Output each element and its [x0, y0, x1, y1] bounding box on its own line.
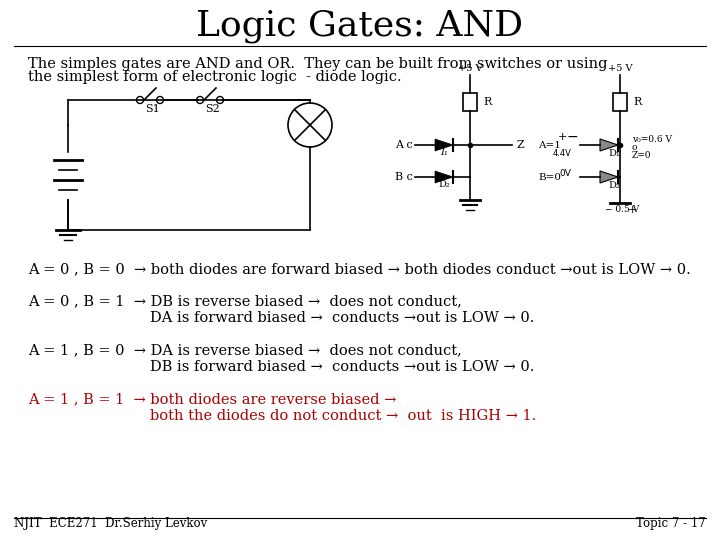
Text: D₂: D₂: [608, 181, 620, 190]
Text: A = 1 , B = 0  → DA is reverse biased →  does not conduct,: A = 1 , B = 0 → DA is reverse biased → d…: [28, 343, 462, 357]
Text: Topic 7 - 17: Topic 7 - 17: [636, 517, 706, 530]
Text: A c: A c: [395, 140, 413, 150]
Text: +: +: [557, 132, 567, 142]
Text: A = 0 , B = 1  → DB is reverse biased →  does not conduct,: A = 0 , B = 1 → DB is reverse biased → d…: [28, 294, 462, 308]
Text: o: o: [632, 143, 637, 152]
Text: A = 0 , B = 0  → both diodes are forward biased → both diodes conduct →out is LO: A = 0 , B = 0 → both diodes are forward …: [28, 262, 690, 276]
Text: B c: B c: [395, 172, 413, 182]
Polygon shape: [435, 139, 453, 151]
Text: Logic Gates: AND: Logic Gates: AND: [197, 9, 523, 43]
Text: 0V: 0V: [559, 168, 571, 178]
Text: +5 V: +5 V: [458, 64, 482, 73]
Text: S2: S2: [206, 104, 220, 114]
Polygon shape: [435, 171, 453, 183]
Polygon shape: [600, 171, 618, 183]
Text: the simplest form of electronic logic  - diode logic.: the simplest form of electronic logic - …: [28, 70, 402, 84]
Text: both the diodes do not conduct →  out  is HIGH → 1.: both the diodes do not conduct → out is …: [150, 409, 536, 423]
Text: −: −: [566, 130, 578, 144]
Bar: [613, 93, 627, 111]
Text: R: R: [633, 97, 642, 107]
Text: D₂: D₂: [438, 180, 450, 189]
Text: +5 V: +5 V: [608, 64, 632, 73]
Text: D₁: D₁: [608, 149, 620, 158]
Text: DA is forward biased →  conducts →out is LOW → 0.: DA is forward biased → conducts →out is …: [150, 311, 534, 325]
Text: R: R: [483, 97, 491, 107]
Text: A = 1 , B = 1  → both diodes are reverse biased →: A = 1 , B = 1 → both diodes are reverse …: [28, 392, 397, 406]
Text: v₀=0.6 V: v₀=0.6 V: [632, 134, 672, 144]
Polygon shape: [600, 139, 618, 151]
Text: Z=0: Z=0: [632, 151, 652, 159]
Text: 4.4V: 4.4V: [552, 148, 572, 158]
Text: NJIT  ECE271  Dr.Serhiy Levkov: NJIT ECE271 Dr.Serhiy Levkov: [14, 517, 207, 530]
Text: +: +: [628, 205, 637, 215]
Bar: [463, 93, 477, 111]
Text: Z: Z: [517, 140, 525, 150]
Text: B=0: B=0: [538, 172, 561, 181]
Text: A=1: A=1: [538, 140, 561, 150]
Text: S1: S1: [145, 104, 161, 114]
Text: The simples gates are AND and OR.  They can be built from switches or using: The simples gates are AND and OR. They c…: [28, 57, 608, 71]
Text: − 0.5 V: − 0.5 V: [605, 206, 639, 214]
Text: DB is forward biased →  conducts →out is LOW → 0.: DB is forward biased → conducts →out is …: [150, 360, 534, 374]
Text: I₁: I₁: [440, 148, 448, 157]
